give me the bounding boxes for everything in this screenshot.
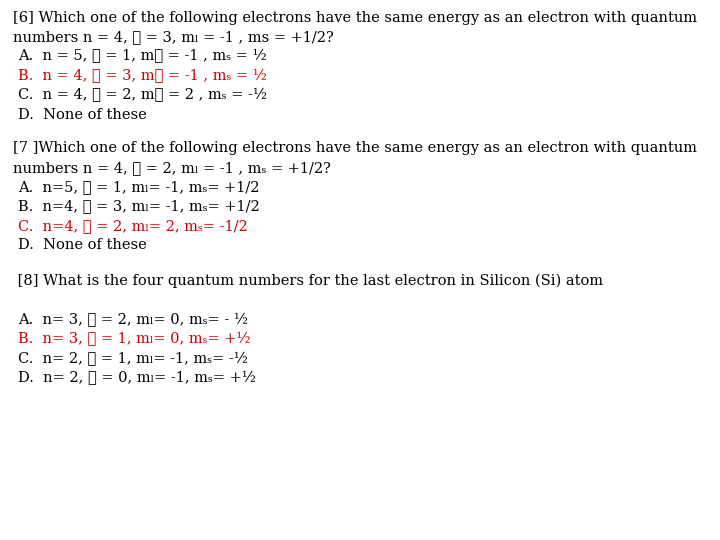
Text: D.  n= 2, ℓ = 0, mₗ= -1, mₛ= +½: D. n= 2, ℓ = 0, mₗ= -1, mₛ= +½ [18,372,256,386]
Text: D.  None of these: D. None of these [18,108,147,122]
Text: D.  None of these: D. None of these [18,239,147,253]
Text: B.  n=4, ℓ = 3, mₗ= -1, mₛ= +1/2: B. n=4, ℓ = 3, mₗ= -1, mₛ= +1/2 [18,200,260,214]
Text: C.  n = 4, ℓ = 2, mℓ = 2 , mₛ = -½: C. n = 4, ℓ = 2, mℓ = 2 , mₛ = -½ [18,89,267,103]
Text: [7 ]Which one of the following electrons have the same energy as an electron wit: [7 ]Which one of the following electrons… [13,141,697,156]
Text: B.  n= 3, ℓ = 1, mₗ= 0, mₛ= +½: B. n= 3, ℓ = 1, mₗ= 0, mₛ= +½ [18,333,251,347]
Text: A.  n = 5, ℓ = 1, mℓ = -1 , mₛ = ½: A. n = 5, ℓ = 1, mℓ = -1 , mₛ = ½ [18,50,266,64]
Text: A.  n=5, ℓ = 1, mₗ= -1, mₛ= +1/2: A. n=5, ℓ = 1, mₗ= -1, mₛ= +1/2 [18,180,259,194]
Text: A.  n= 3, ℓ = 2, mₗ= 0, mₛ= - ½: A. n= 3, ℓ = 2, mₗ= 0, mₛ= - ½ [18,313,248,327]
Text: numbers n = 4, ℓ = 3, mₗ = -1 , ms = +1/2?: numbers n = 4, ℓ = 3, mₗ = -1 , ms = +1/… [13,30,333,44]
Text: B.  n = 4, ℓ = 3, mℓ = -1 , mₛ = ½: B. n = 4, ℓ = 3, mℓ = -1 , mₛ = ½ [18,69,267,83]
Text: C.  n= 2, ℓ = 1, mₗ= -1, mₛ= -½: C. n= 2, ℓ = 1, mₗ= -1, mₛ= -½ [18,352,248,366]
Text: C.  n=4, ℓ = 2, mₗ= 2, mₛ= -1/2: C. n=4, ℓ = 2, mₗ= 2, mₛ= -1/2 [18,219,248,233]
Text: [8] What is the four quantum numbers for the last electron in Silicon (Si) atom: [8] What is the four quantum numbers for… [13,274,603,288]
Text: [6] Which one of the following electrons have the same energy as an electron wit: [6] Which one of the following electrons… [13,11,697,25]
Text: numbers n = 4, ℓ = 2, mₗ = -1 , mₛ = +1/2?: numbers n = 4, ℓ = 2, mₗ = -1 , mₛ = +1/… [13,161,330,175]
